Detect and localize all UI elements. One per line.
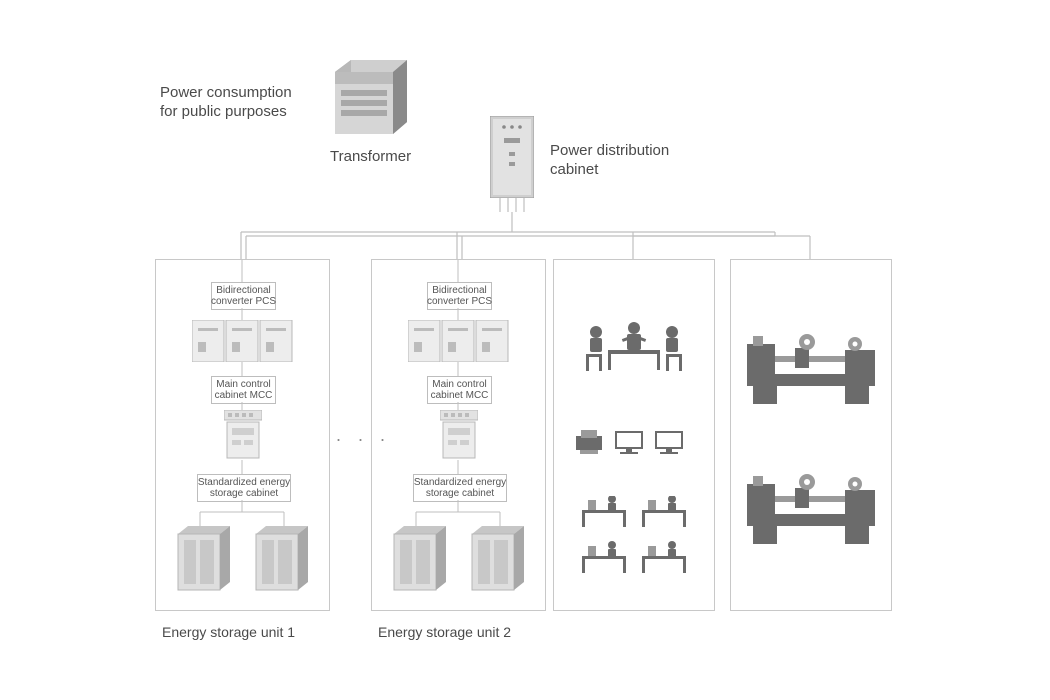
lathe-machine-icon	[747, 334, 875, 406]
office-equipment-icon	[576, 428, 692, 458]
energy-storage-unit-2: Bidirectional converter PCS Main control…	[371, 259, 546, 611]
ellipsis: . . .	[336, 425, 391, 446]
meeting-people-icon	[580, 320, 688, 376]
industrial-loads-box	[730, 259, 892, 611]
unit2-caption: Energy storage unit 2	[378, 624, 511, 640]
unit1-lines	[156, 260, 329, 610]
unit2-lines	[372, 260, 545, 610]
lathe-machine-icon	[747, 474, 875, 546]
diagram-canvas: Power consumption for public purposes Tr…	[0, 0, 1050, 700]
energy-storage-unit-1: Bidirectional converter PCS Main control…	[155, 259, 330, 611]
workstations-icon	[582, 496, 686, 586]
office-loads-box	[553, 259, 715, 611]
unit1-caption: Energy storage unit 1	[162, 624, 295, 640]
